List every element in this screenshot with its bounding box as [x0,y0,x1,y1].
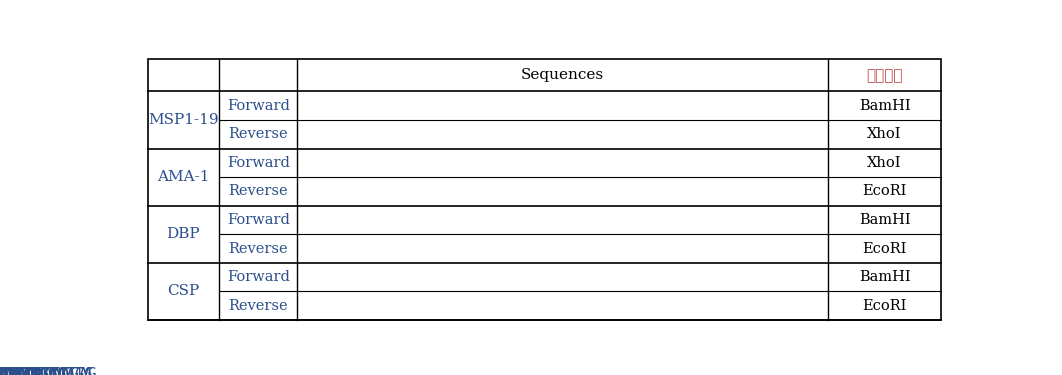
Text: XhoI: XhoI [868,128,902,141]
Text: TCAAGCTTC: TCAAGCTTC [0,367,39,375]
Text: GAG: GAG [0,367,13,375]
Text: Forward: Forward [227,99,290,113]
Text: GACGATAA: GACGATAA [0,367,35,375]
Text: GAAAAAGGATGGAAAG: GAAAAAGGATGGAAAG [0,367,71,375]
Text: Forward: Forward [227,270,290,284]
Text: GACTTTTCATTTGGG: GACTTTTCATTTGGG [0,367,67,375]
Text: GAATTC: GAATTC [0,367,27,375]
Text: GAATTC: GAATTC [0,367,27,375]
Text: 제한효소: 제한효소 [867,68,903,82]
Text: GGATCC: GGATCC [0,367,27,375]
Text: DBP: DBP [167,227,200,241]
Text: EcoRI: EcoRI [862,242,907,255]
Text: Reverse: Reverse [228,242,288,255]
Text: Sequences: Sequences [521,68,604,82]
Text: AGACCAAGTAACA: AGACCAAGTAACA [0,367,57,375]
Text: Reverse: Reverse [228,298,288,313]
Text: Reverse: Reverse [228,184,288,198]
Text: CGTGTTCTGCTTCAAGCCAGA: CGTGTTCTGCTTCAAGCCAGA [0,367,92,375]
Text: GGATCC: GGATCC [0,367,27,375]
Text: GAATTC: GAATTC [0,367,27,375]
Text: EcoRI: EcoRI [862,184,907,198]
Text: GGATCC: GGATCC [0,367,27,375]
Text: Forward: Forward [227,156,290,170]
Text: Forward: Forward [227,213,290,227]
Text: AGACCAAGTAACAACGGGAGAG: AGACCAAGTAACAACGGGAGAG [0,367,97,375]
Text: GACGATAA: GACGATAA [0,367,35,375]
Text: GAC: GAC [0,367,13,375]
Text: EcoRI: EcoRI [862,298,907,313]
Text: CSP: CSP [167,284,200,298]
Text: GACGATAA: GACGATAA [0,367,35,375]
Text: TATCATAAGGAGTTA: TATCATAAGGAGTTA [0,367,67,375]
Text: GAG: GAG [0,367,13,375]
Text: BamHI: BamHI [859,213,910,227]
Text: CTCGAG: CTCGAG [0,367,27,375]
Text: TCAAGCTTC: TCAAGCTTC [0,367,39,375]
Text: CTCGAG: CTCGAG [0,367,27,375]
Text: Reverse: Reverse [228,128,288,141]
Text: GGATCGAAGATATCAA: GGATCGAAGATATCAA [0,367,71,375]
Text: MSP1-19: MSP1-19 [148,113,219,127]
Text: BamHI: BamHI [859,99,910,113]
Text: AMA-1: AMA-1 [157,170,209,184]
Text: XhoI: XhoI [868,156,902,170]
Text: BamHI: BamHI [859,270,910,284]
Text: GTATTAAAAATGTAACACTTC: GTATTAAAAATGTAACACTTC [0,367,92,375]
